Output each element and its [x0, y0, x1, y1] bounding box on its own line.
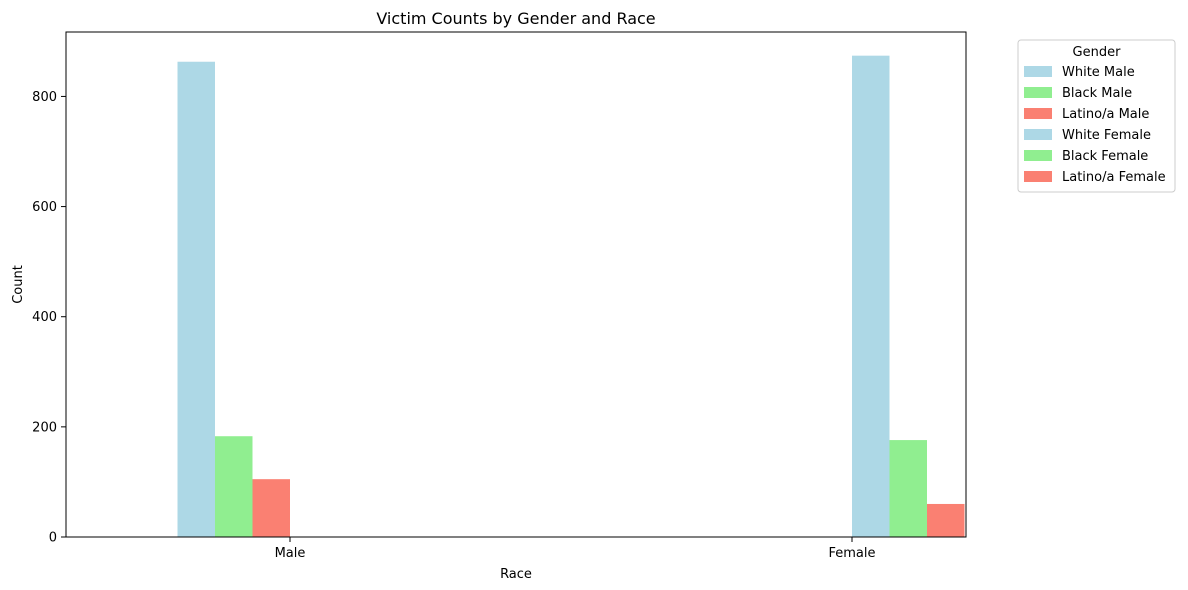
legend-label-black-female: Black Female [1062, 149, 1148, 164]
bar-black-female-female [889, 440, 927, 537]
legend-title: Gender [1073, 45, 1122, 60]
bar-latino-a-female-female [927, 503, 965, 537]
legend-label-black-male: Black Male [1062, 86, 1132, 101]
legend-swatch-black-female [1024, 150, 1052, 161]
legend-frame [1017, 39, 1176, 193]
y-tick-label: 400 [32, 310, 57, 325]
x-tick-label-male: Male [275, 546, 306, 561]
legend-items: White Male Black Male Latino/a Male White F… [1024, 65, 1166, 185]
bar-white-male-male [177, 61, 215, 537]
y-axis: 0 200 400 600 800 [32, 90, 66, 546]
bar-latino-a-male-male [252, 479, 290, 537]
y-tick-label: 600 [32, 200, 57, 215]
legend-swatch-latino-a-female [1024, 171, 1052, 182]
legend-label-white-male: White Male [1062, 65, 1135, 80]
x-axis-label: Race [500, 567, 532, 582]
legend-swatch-white-female [1024, 129, 1052, 140]
legend-swatch-latino-a-male [1024, 108, 1052, 119]
y-tick-label: 0 [49, 531, 57, 546]
y-tick-label: 800 [32, 90, 57, 105]
x-axis: Male Female [275, 537, 876, 561]
plot-frame [65, 31, 967, 538]
chart-title: Victim Counts by Gender and Race [376, 9, 655, 28]
y-tick-label: 200 [32, 420, 57, 435]
bar-white-female-female [852, 55, 890, 537]
y-axis-label: Count [11, 265, 26, 304]
legend-label-latino-a-male: Latino/a Male [1062, 107, 1149, 122]
legend-swatch-white-male [1024, 66, 1052, 77]
legend-swatch-black-male [1024, 87, 1052, 98]
bar-black-male-male [215, 436, 253, 537]
x-tick-label-female: Female [828, 546, 875, 561]
legend-label-latino-a-female: Latino/a Female [1062, 170, 1166, 185]
bars-group [177, 55, 965, 537]
legend: Gender White Male Black Male Latino/a Male… [1017, 39, 1176, 193]
legend-label-white-female: White Female [1062, 128, 1151, 143]
